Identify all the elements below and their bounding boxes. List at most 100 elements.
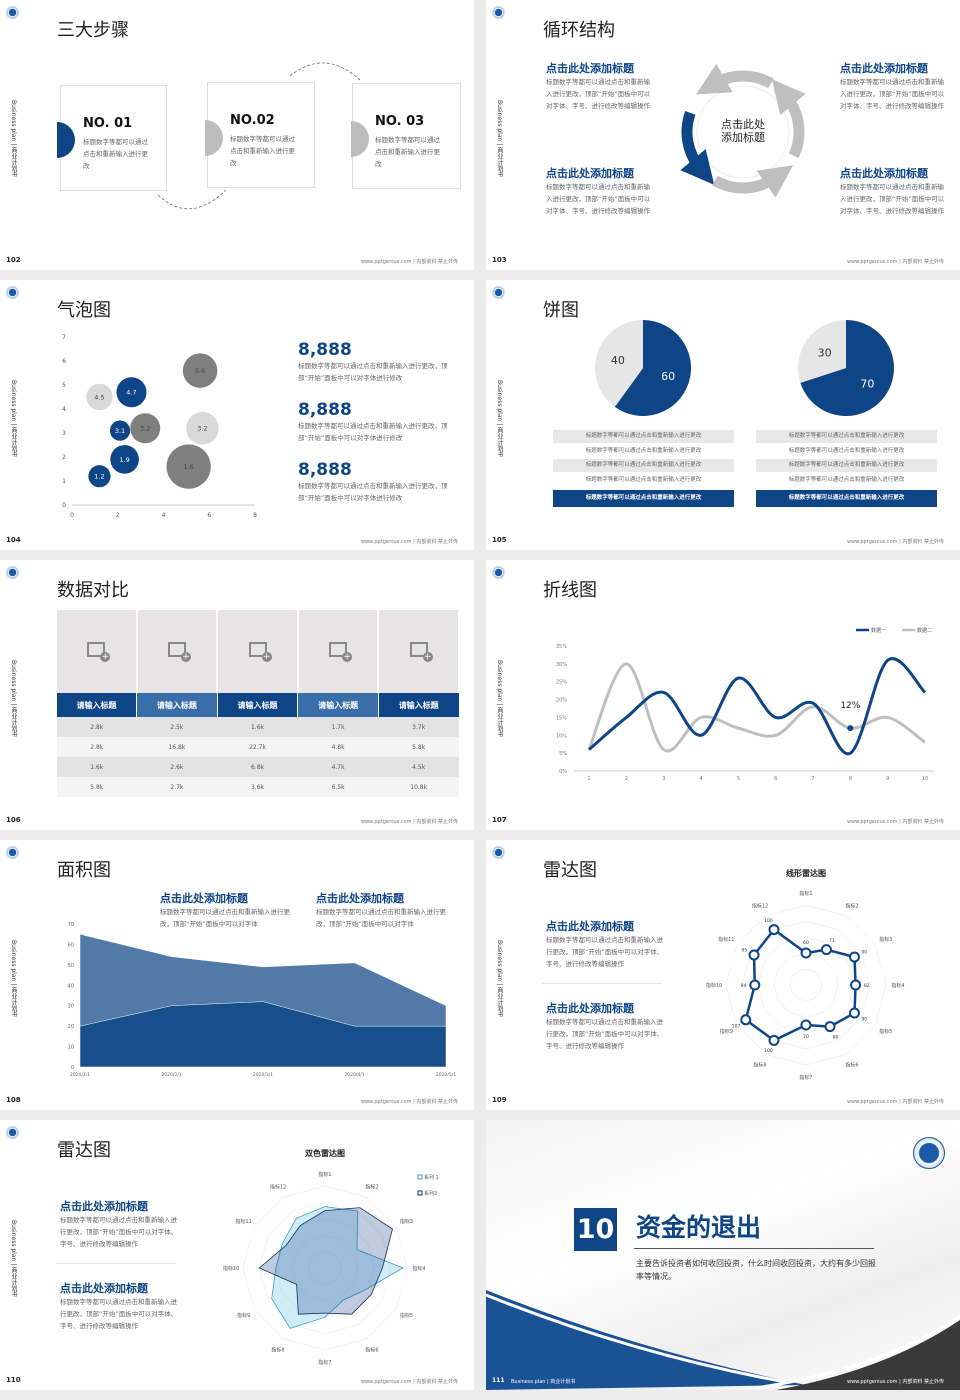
pie-caption-row: 标题数字等都可以通过点击和重新输入进行更改 <box>756 490 937 507</box>
y-tick-label: 4 <box>62 406 66 413</box>
bubble <box>88 465 111 488</box>
radar-value-label: 60 <box>803 940 809 946</box>
table-cell: 4.7k <box>331 763 345 771</box>
x-tick-label: 0 <box>70 512 74 519</box>
page-number: 103 <box>492 256 507 264</box>
radar-axis-label: 指标4 <box>891 982 904 989</box>
y-tick-label: 70 <box>68 922 74 928</box>
page-number: 108 <box>6 1096 21 1104</box>
bubble <box>116 377 147 408</box>
slide-108: 0 10 20 30 40 50 60 70 2020/1/1 2020/2/1 2020/3/1 2… <box>0 840 474 1110</box>
bubble-label: 4.7 <box>126 389 136 397</box>
slide-title: 数据对比 <box>57 580 129 601</box>
radar-axis-label: 指标9 <box>237 1312 250 1319</box>
legend-label: 系列 1 <box>424 1174 439 1181</box>
table-cell: 5.8k <box>412 743 426 751</box>
y-tick-label: 30% <box>556 662 567 668</box>
block-heading: 点击此处添加标题 <box>60 1282 148 1295</box>
y-tick-label: 5% <box>559 751 567 757</box>
divider <box>542 983 662 984</box>
stat-value: 8,888 <box>298 340 352 360</box>
stat-value: 8,888 <box>298 400 352 420</box>
x-tick-label: 2 <box>625 776 628 782</box>
slide-109: 指标1 指标2 指标3 指标4 指标5 指标6 指标7 指标8 指标9 指标10 指标11 指标12 线… <box>486 840 960 1110</box>
y-tick-label: 3 <box>62 430 66 437</box>
radar-point <box>768 1034 780 1046</box>
image-placeholder[interactable] <box>57 610 138 693</box>
pie-slice <box>614 320 691 416</box>
bubble <box>186 411 219 445</box>
cycle-arrow-icon <box>695 63 774 95</box>
radar-value-label: 95 <box>741 947 747 953</box>
slide-title: 雷达图 <box>57 1140 111 1161</box>
radar-axis-label: 指标5 <box>879 1028 892 1035</box>
logo-icon <box>6 846 19 859</box>
x-tick-label: 2020/5/1 <box>436 1072 456 1078</box>
step-desc: 标题数字等都可以通过点击和重新输入进行更改 <box>375 136 440 168</box>
bubble <box>86 383 113 411</box>
radar-axis-label: 指标12 <box>752 902 768 909</box>
slide-105: 60 40 70 30 饼图 Business plan | 商业计划书 105 www.p… <box>486 280 960 550</box>
cycle-center-title: 点击此处 添加标题 <box>721 118 765 144</box>
slide-title: 雷达图 <box>543 860 597 881</box>
center-circle <box>696 85 790 179</box>
half-circle-icon <box>351 121 369 157</box>
y-tick-label: 50 <box>68 963 74 969</box>
y-tick-label: 0 <box>71 1065 74 1071</box>
y-tick-label: 5 <box>62 382 66 389</box>
radar-axis-label: 指标12 <box>270 1184 286 1191</box>
bubble <box>110 445 139 474</box>
radar-point <box>824 1021 836 1033</box>
pie-charts: 60 40 70 30 <box>595 320 894 416</box>
footer: www.pptgenius.com | 内部资料 禁止外传 <box>360 259 458 265</box>
radar-grid-ring <box>259 1202 391 1334</box>
step-card: NO.02 标题数字等都可以通过点击和重新输入进行更改 <box>205 82 315 188</box>
block-heading: 点击此处添加标题 <box>546 167 634 180</box>
block-body: 标题数字等都可以通过点击和重新输入进行更改，顶部“开始”面板中可以对字体、字号、… <box>546 1018 664 1050</box>
footer: www.pptgenius.com | 内部资料 禁止外传 <box>360 539 458 545</box>
page-number: 105 <box>492 536 507 544</box>
radar-axis-label: 指标10 <box>223 1265 239 1272</box>
stat-desc: 标题数字等都可以通过点击和重新输入进行更改，顶部“开始”面板中可以对字体进行修改 <box>298 482 448 502</box>
x-tick-label: 8 <box>849 776 852 782</box>
line-chart: 0% 5% 10% 15% 20% 25% 30% 35% 1 2 3 4 5 6 7 8 9 10 12% 数据一 数… <box>556 627 935 782</box>
slide-104: 0 2 4 6 8 0 1 2 3 4 5 6 7 1.2 1.9 3.1 4.7 4.5 3.2 3.2 5.6 1.6… <box>0 280 474 550</box>
dual-radar-chart: 指标1 指标2 指标3 指标4 指标5 指标6 指标7 指标8 指标9 指标10 指标11 指标12 双… <box>223 1148 439 1366</box>
step-number: NO. 03 <box>375 114 425 129</box>
add-image-icon <box>329 642 353 662</box>
logo-icon <box>6 566 19 579</box>
block-heading: 点击此处添加标题 <box>840 167 928 180</box>
radar-axis-label: 指标3 <box>400 1218 413 1225</box>
table-row: 2.8k 16.8k 22.7k 4.8k 5.8k <box>57 737 459 757</box>
image-placeholder[interactable] <box>378 610 460 693</box>
bubble-label: 3.2 <box>197 425 207 433</box>
block-body: 标题数字等都可以通过点击和重新输入进行更改，顶部“开始”面板中可以对字体、字号、… <box>546 183 651 215</box>
radar-axis-label: 指标1 <box>799 890 812 897</box>
side-label: Business plan | 商业计划书 <box>496 380 503 458</box>
block-body: 标题数字等都可以通过点击和重新输入进行更改，顶部“开始”面板中可以对字体、字号、… <box>840 183 945 215</box>
legend-label: 数据二 <box>917 627 932 634</box>
y-tick-label: 1 <box>62 478 66 485</box>
image-placeholder[interactable] <box>297 610 380 693</box>
dashed-connectors <box>157 62 361 210</box>
slide-111-section-cover: 10 资金的退出 主要告诉投资者如何收回投资，什么时间收回投资，大约有多少回报率… <box>486 1120 960 1390</box>
x-tick-label: 8 <box>253 512 257 519</box>
image-placeholder[interactable] <box>217 610 299 693</box>
radar-grid-ring <box>773 952 839 1018</box>
image-placeholder[interactable] <box>136 610 219 693</box>
radar-value-label: 100 <box>764 918 773 924</box>
side-label: Business plan | 商业计划书 <box>10 100 17 178</box>
table-cell: 2.8k <box>90 743 104 751</box>
y-tick-label: 0% <box>559 769 567 775</box>
radar-point <box>749 979 761 991</box>
page-number: 111 <box>492 1377 505 1384</box>
radar-point <box>740 1014 752 1026</box>
radar-axis-label: 指标3 <box>879 936 892 943</box>
radar-value-label: 100 <box>764 1048 773 1054</box>
side-label: Business plan | 商业计划书 <box>496 660 503 738</box>
pie-slice <box>595 320 643 407</box>
x-tick-label: 6 <box>207 512 211 519</box>
slide-title: 气泡图 <box>57 300 111 321</box>
y-tick-label: 60 <box>68 942 74 948</box>
step-desc: 标题数字等都可以通过点击和重新输入进行更改 <box>83 138 148 170</box>
